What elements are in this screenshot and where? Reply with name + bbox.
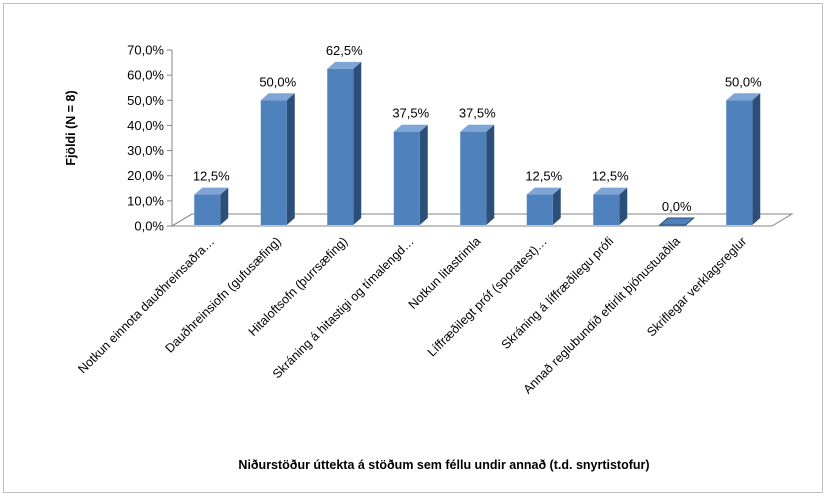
bar xyxy=(726,93,761,226)
bar-side xyxy=(419,124,428,225)
data-labels: 12,5% 50,0% 62,5% 37,5% 37,5% 12,5% 12,5% 0,0% 5… xyxy=(193,43,762,214)
bar-side xyxy=(220,187,229,225)
bar-front xyxy=(526,194,553,225)
y-tick-label: 0,0% xyxy=(134,219,164,234)
bar xyxy=(260,93,295,226)
y-tick-label: 10,0% xyxy=(127,193,164,208)
bars xyxy=(194,61,761,226)
y-tick-label: 50,0% xyxy=(127,93,164,108)
bar-front xyxy=(726,100,753,225)
y-tick-label: 20,0% xyxy=(127,168,164,183)
bar-top xyxy=(393,124,428,132)
bar-top xyxy=(658,217,696,226)
category-label: Notkun litastrimla xyxy=(406,234,484,312)
bar xyxy=(194,187,229,225)
data-label: 50,0% xyxy=(725,74,762,89)
x-axis-title: Niðurstöður úttekta á stöðum sem féllu u… xyxy=(238,458,649,472)
bar-side xyxy=(353,61,362,225)
data-label: 50,0% xyxy=(259,74,296,89)
y-axis-title: Fjöldi (N = 8) xyxy=(64,90,78,165)
bar-top xyxy=(460,124,495,132)
category-labels: Notkun einnota dauðhreinsaðra…Dauðhreins… xyxy=(75,234,749,396)
bar-top xyxy=(726,93,761,101)
bar xyxy=(658,217,696,226)
data-label: 12,5% xyxy=(592,169,629,184)
y-axis xyxy=(167,49,173,227)
bar-top xyxy=(327,61,362,69)
data-label: 62,5% xyxy=(326,43,363,58)
bar-front xyxy=(393,131,420,225)
y-tick-label: 70,0% xyxy=(127,43,164,58)
data-label: 37,5% xyxy=(459,106,496,121)
floor-edge xyxy=(171,213,193,227)
data-label: 12,5% xyxy=(193,169,230,184)
bar-side xyxy=(619,187,628,225)
category-label: Dauðhreinsiofn (gufusæfing) xyxy=(162,234,283,355)
data-label: 0,0% xyxy=(662,199,692,214)
y-tick-labels: 0,0% 10,0% 20,0% 30,0% 40,0% 50,0% 60,0% 70,0% xyxy=(127,43,164,234)
bar-top xyxy=(194,187,229,195)
category-label: Líffræðilegt próf (sporatest)… xyxy=(425,234,550,359)
bar-side xyxy=(752,93,761,226)
bar-side xyxy=(486,124,495,225)
chart-frame xyxy=(3,3,823,493)
bar-side xyxy=(552,187,561,225)
bar-top xyxy=(260,93,295,101)
bar-top xyxy=(526,187,561,195)
bar-side xyxy=(286,93,295,226)
bar-front xyxy=(460,131,487,225)
bar xyxy=(393,124,428,225)
y-tick-label: 40,0% xyxy=(127,118,164,133)
bar xyxy=(327,61,362,225)
bar-front xyxy=(593,194,620,225)
category-label: Notkun einnota dauðhreinsaðra… xyxy=(75,234,217,376)
bar-top xyxy=(593,187,628,195)
bar xyxy=(460,124,495,225)
y-tick-label: 60,0% xyxy=(127,68,164,83)
bar-front xyxy=(327,68,354,225)
bar xyxy=(593,187,628,225)
bar-front xyxy=(194,194,221,225)
category-label: Skráning á líffræðilegu prófi xyxy=(499,234,617,352)
data-label: 12,5% xyxy=(525,169,562,184)
y-tick-label: 30,0% xyxy=(127,143,164,158)
data-label: 37,5% xyxy=(392,106,429,121)
category-label: Skráning á hitastigi og tímalengd… xyxy=(270,234,417,381)
bar xyxy=(526,187,561,225)
bar-front xyxy=(260,100,287,225)
